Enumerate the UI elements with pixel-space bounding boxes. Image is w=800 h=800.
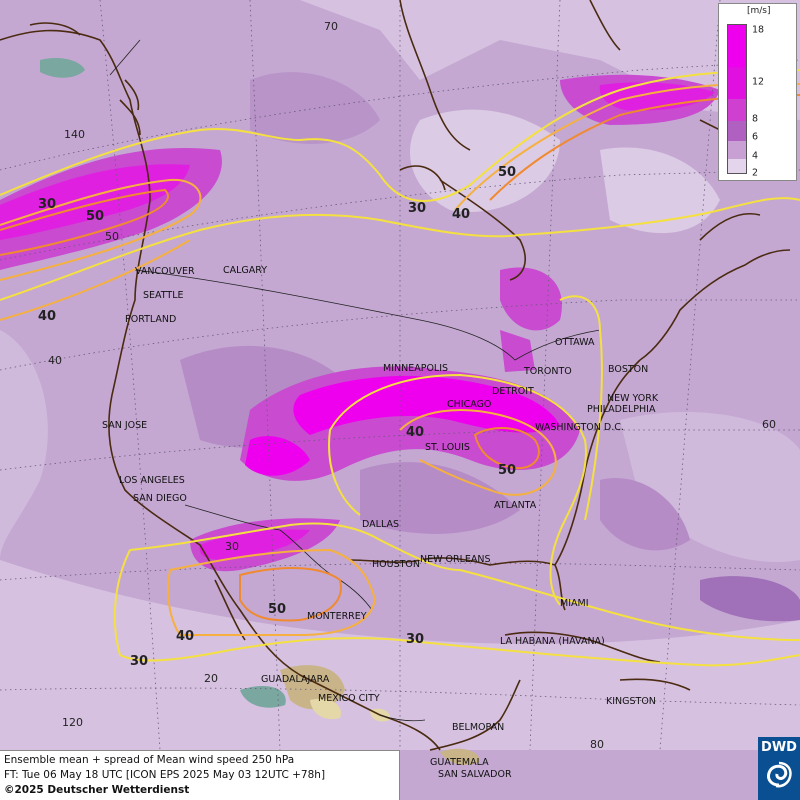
color-legend: [m/s] 18 12 8 6 4 2 <box>718 3 797 181</box>
legend-swatch <box>728 25 746 67</box>
logo-text: DWD <box>761 740 797 755</box>
contour-30 <box>129 522 461 571</box>
city-label: GUATEMALA <box>430 757 489 768</box>
lat-label: 20 <box>204 672 218 685</box>
legend-swatch <box>728 141 746 159</box>
city-label: ST. LOUIS <box>425 442 470 453</box>
city-label: KINGSTON <box>606 696 656 707</box>
lon-label: 80 <box>590 738 604 751</box>
city-label: TORONTO <box>523 366 572 377</box>
city-label: VANCOUVER <box>135 266 195 277</box>
forecast-time: FT: Tue 06 May 18 UTC [ICON EPS 2025 May… <box>4 769 326 781</box>
city-label: NEW YORK <box>607 393 659 404</box>
contour-40 <box>399 409 557 496</box>
contour-30 <box>329 373 587 606</box>
city-label: SEATTLE <box>143 290 184 301</box>
contour-40 <box>169 548 377 636</box>
legend-tick: 4 <box>752 150 759 162</box>
legend-colorbar <box>727 24 747 174</box>
contour-label: 50 <box>498 165 516 180</box>
contour-label: 40 <box>452 207 470 222</box>
contour-label: 50 <box>498 463 516 478</box>
legend-tick: 12 <box>752 76 765 88</box>
graticule-labels: 70 140 50 40 60 120 20 80 30 <box>48 20 776 751</box>
contour-30 <box>0 69 800 202</box>
legend-tick: 6 <box>752 131 759 143</box>
legend-tick: 2 <box>752 167 759 179</box>
city-label: CHICAGO <box>447 399 491 410</box>
city-label: SAN JOSE <box>102 420 147 431</box>
city-label: HOUSTON <box>372 559 420 570</box>
lon-label: 140 <box>64 128 85 141</box>
city-labels: VANCOUVER CALGARY SEATTLE PORTLAND SAN J… <box>102 265 659 780</box>
contour-labels: 30 50 40 30 40 50 40 50 50 40 30 30 <box>38 165 516 669</box>
dwd-logo: DWD <box>758 737 800 800</box>
legend-unit: [m/s] <box>747 6 771 16</box>
city-label: MEXICO CITY <box>318 693 380 704</box>
city-label: LA HABANA (HAVANA) <box>500 636 605 647</box>
contour-30 <box>328 429 361 516</box>
legend-swatch <box>728 99 746 121</box>
city-label: MINNEAPOLIS <box>383 363 448 374</box>
city-label: PHILADELPHIA <box>587 404 656 415</box>
coastlines <box>0 0 791 751</box>
terrain-patches <box>40 58 480 765</box>
lat-label: 40 <box>48 354 62 367</box>
contour-50 <box>473 427 540 470</box>
legend-tick: 8 <box>752 113 759 125</box>
city-label: BELMOPAN <box>452 722 504 733</box>
contour-label: 40 <box>38 309 56 324</box>
lat-label: 50 <box>105 230 119 243</box>
legend-swatch <box>728 67 746 99</box>
product-info-box: Ensemble mean + spread of Mean wind spee… <box>0 750 400 800</box>
spread-core <box>0 74 720 572</box>
contour-label: 30 <box>408 201 426 216</box>
city-label: LOS ANGELES <box>119 475 185 486</box>
legend-tick: 18 <box>752 24 765 36</box>
contour-40 <box>167 569 181 636</box>
contour-40 <box>0 239 191 321</box>
contour-label: 30 <box>406 632 424 647</box>
contour-50 <box>239 567 342 622</box>
city-label: MONTERREY <box>307 611 367 622</box>
city-label: SAN SALVADOR <box>438 769 512 780</box>
lon-label: 60 <box>762 418 776 431</box>
city-label: DETROIT <box>492 386 534 397</box>
city-label: NEW ORLEANS <box>420 554 491 565</box>
city-label: DALLAS <box>362 519 399 530</box>
contour-label: 50 <box>268 602 286 617</box>
city-label: OTTAWA <box>555 337 595 348</box>
lat-label: 30 <box>225 540 239 553</box>
contour-label: 40 <box>176 629 194 644</box>
product-title: Ensemble mean + spread of Mean wind spee… <box>4 754 295 766</box>
city-label: PORTLAND <box>125 314 176 325</box>
city-label: CALGARY <box>223 265 267 276</box>
contour-label: 40 <box>406 425 424 440</box>
city-label: MIAMI <box>560 598 589 609</box>
copyright: ©2025 Deutscher Wetterdienst <box>4 784 190 796</box>
lat-label: 70 <box>324 20 338 33</box>
contour-30 <box>113 549 800 667</box>
weather-swirl-icon <box>767 761 792 788</box>
contour-label: 30 <box>38 197 56 212</box>
contour-40 <box>0 178 202 281</box>
legend-swatch <box>728 121 746 141</box>
city-label: GUADALAJARA <box>261 674 330 685</box>
city-label: ATLANTA <box>494 500 537 511</box>
contour-30 <box>459 569 800 641</box>
city-label: BOSTON <box>608 364 648 375</box>
city-label: SAN DIEGO <box>133 493 187 504</box>
contour-30 <box>559 295 603 521</box>
lon-label: 120 <box>62 716 83 729</box>
contour-50 <box>0 188 169 256</box>
legend-swatch <box>728 159 746 173</box>
contour-label: 50 <box>86 209 104 224</box>
contour-30 <box>0 197 800 301</box>
city-label: WASHINGTON D.C. <box>535 422 624 433</box>
contour-label: 30 <box>130 654 148 669</box>
